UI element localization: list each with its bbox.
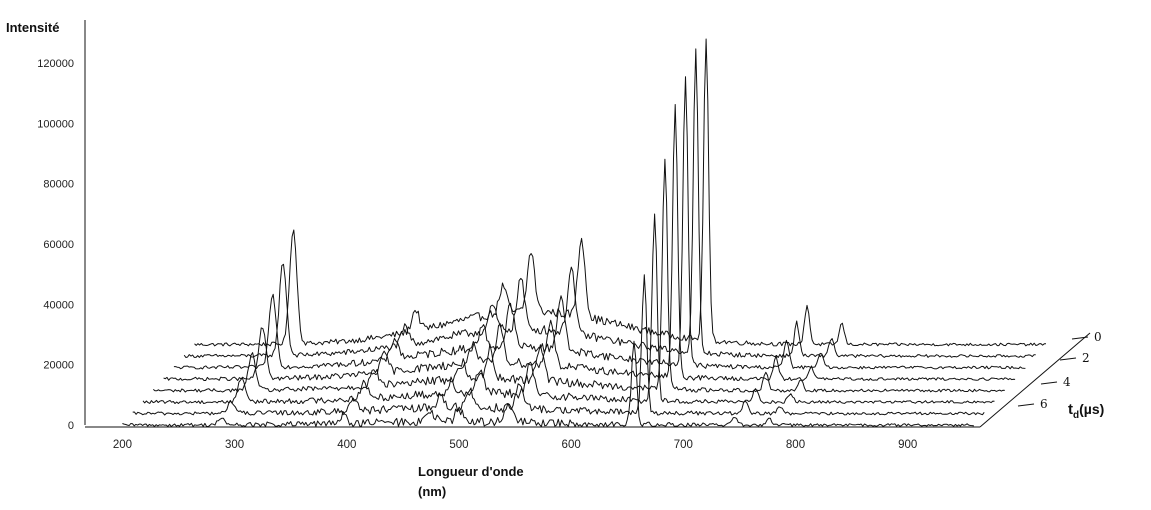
z-tick-mark <box>1018 404 1034 406</box>
x-tick-label: 700 <box>674 439 693 451</box>
z-tick-label: 0 <box>1094 330 1102 344</box>
y-tick-label: 80000 <box>43 179 74 191</box>
x-tick-labels: 200 300 400 500 600 700 800 900 <box>113 439 917 451</box>
spectrum-trace <box>174 77 1026 369</box>
z-tick-mark <box>1072 337 1088 339</box>
y-tick-label: 100000 <box>37 118 74 130</box>
z-tick-label: 2 <box>1082 351 1090 365</box>
x-tick-label: 900 <box>898 439 917 451</box>
z-tick-label: 4 <box>1063 375 1071 389</box>
x-tick-label: 400 <box>337 439 356 451</box>
y-tick-labels: 0 20000 40000 60000 80000 100000 120000 <box>37 58 74 432</box>
y-axis-title: Intensité <box>6 20 59 35</box>
z-axis-title: td(µs) <box>1068 401 1104 421</box>
y-tick-label: 120000 <box>37 58 74 70</box>
x-tick-label: 500 <box>449 439 468 451</box>
spectrum-traces <box>122 39 1046 427</box>
y-tick-label: 0 <box>68 420 74 432</box>
x-tick-label: 200 <box>113 439 132 451</box>
z-tick-label: 6 <box>1040 397 1048 411</box>
y-tick-label: 40000 <box>43 299 74 311</box>
x-axis-title-line2: (nm) <box>418 484 446 499</box>
y-tick-label: 20000 <box>43 360 74 372</box>
x-tick-label: 800 <box>786 439 805 451</box>
z-tick-mark <box>1060 358 1076 360</box>
x-tick-label: 300 <box>225 439 244 451</box>
spectrum-trace <box>122 341 974 426</box>
z-tick-mark <box>1041 382 1057 384</box>
spectrum-trace <box>195 39 1047 346</box>
x-tick-label: 600 <box>562 439 581 451</box>
y-tick-label: 60000 <box>43 239 74 251</box>
spectrum-trace <box>184 49 1035 358</box>
x-axis-title-line1: Longueur d'onde <box>418 464 524 479</box>
z-tick-labels: 024 6 <box>1018 330 1102 411</box>
